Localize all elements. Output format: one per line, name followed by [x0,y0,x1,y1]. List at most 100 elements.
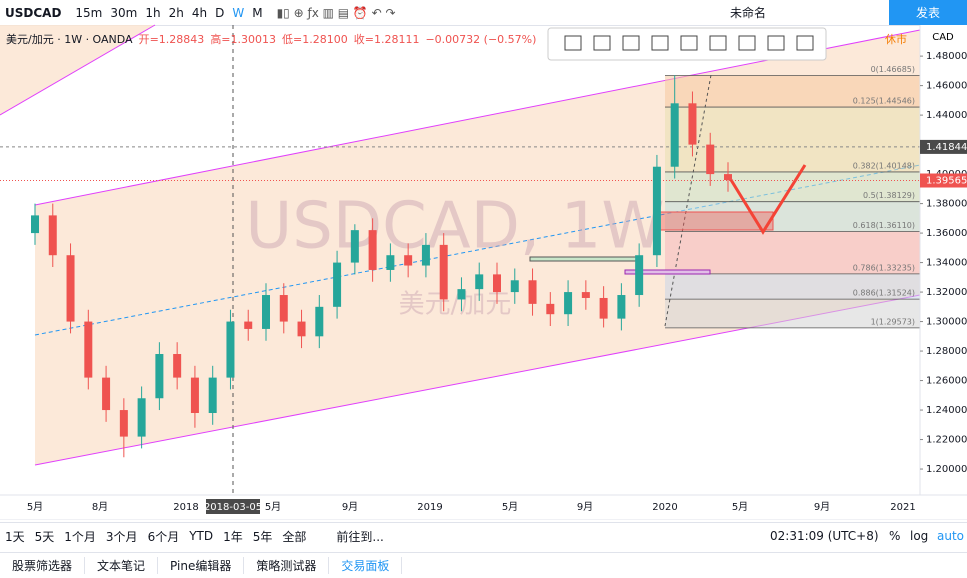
range-button[interactable]: 6个月 [147,529,180,544]
candle-body [546,303,555,315]
fib-label: 0.125(1.44546) [853,97,915,106]
candle-body [706,144,715,175]
candle-body [528,280,537,304]
candle-body [244,321,253,329]
y-tick-label: 1.24000 [926,405,967,416]
goto-date[interactable]: 前往到... [336,529,384,544]
fib-label: 0.618(1.36110) [853,221,915,230]
legend-item: 开=1.28843 [139,33,205,46]
candle-body [48,215,57,256]
candle-body [670,103,679,167]
tab[interactable]: 文本笔记 [85,557,159,574]
range-button[interactable]: 5天 [34,529,55,544]
crosshair-date-label: 2018-03-05 [204,502,262,513]
tab[interactable]: Pine编辑器 [158,557,245,574]
range-button[interactable]: YTD [189,529,214,543]
candle-body [599,297,608,319]
bottom-tabs: 股票筛选器 文本笔记 Pine编辑器 策略测试器 交易面板 [0,552,967,578]
y-tick-label: 1.20000 [926,464,967,475]
legend-item: 美元/加元 · 1W · OANDA [6,33,133,46]
date-box [206,499,260,514]
range-button[interactable]: 1天 [5,529,25,544]
candle-body [333,262,342,307]
y-tick-label: 1.22000 [926,435,967,446]
tab[interactable]: 策略测试器 [244,557,330,574]
range-button[interactable]: 全部 [282,529,307,544]
candle-body [457,289,466,300]
zone [624,269,711,275]
interval[interactable]: 15m [75,5,103,20]
interval[interactable]: 2h [168,5,184,20]
x-tick-label: 2019 [417,502,442,513]
arrow [726,164,807,235]
fib-band [665,201,920,232]
candle-body [84,321,93,378]
y-tick-label: 1.30000 [926,317,967,328]
y-tick-label: 1.36000 [926,228,967,239]
channel-line [0,24,156,116]
candle-body [368,230,377,270]
crosshair-price-label: 1.41844 [926,142,967,153]
log-toggle[interactable]: log [910,529,929,543]
price-axis [920,25,967,495]
y-tick-label: 1.28000 [926,346,967,357]
fib-label: 1(1.29573) [871,317,915,326]
tab[interactable]: 交易面板 [329,557,403,574]
range-button[interactable]: 1年 [223,529,243,544]
legend-item: 收=1.28111 [354,32,420,46]
legend-item: 低=1.28100 [282,33,348,46]
tab[interactable]: 股票筛选器 [0,557,86,574]
interval[interactable]: W [232,5,245,20]
layout-name[interactable]: 未命名 [730,6,767,20]
drawing-tool-icon[interactable] [564,35,582,51]
range-button[interactable]: 5年 [252,529,273,544]
interval[interactable]: M [252,5,263,20]
fib-trend [664,74,712,327]
candle-body [439,244,448,300]
currency: CAD [932,32,954,43]
top-toolbar: USDCAD 15m 30m 1h 2h 4h D W M ▮▯ ⊕ ƒx ▥ ▤ ⏰ ↶ ↷… [0,0,967,26]
candle-body [66,255,75,322]
fib-label: 0.786(1.33235) [853,263,915,272]
candle-body [421,244,430,266]
price-box [920,173,967,188]
symbol[interactable]: USDCAD [5,5,62,20]
candle-body [279,295,288,322]
drawing-tool-icon[interactable] [622,35,640,51]
auto-toggle[interactable]: auto [937,529,965,543]
fib-band [665,299,920,328]
interval[interactable]: D [215,5,225,20]
y-tick-label: 1.46000 [926,81,967,92]
interval[interactable]: 4h [191,5,208,20]
candle-body [208,377,217,414]
candle-body [297,321,306,337]
x-tick-label: 9月 [342,501,358,513]
range-button[interactable]: 1个月 [64,529,96,544]
percent-toggle[interactable]: % [889,529,901,543]
range-button[interactable]: 3个月 [105,529,138,544]
drawing-tool-icon[interactable] [680,35,698,51]
y-tick-label: 1.38000 [926,199,967,210]
watermark-sub: 美元/加元 [399,290,512,320]
drawing-tool-icon[interactable] [709,35,727,51]
candle-body [510,280,519,293]
drawing-tool-icon[interactable] [738,35,756,51]
y-tick-label: 1.26000 [926,376,967,387]
publish-button[interactable]: 发表 [889,0,967,25]
drawing-tool-icon[interactable] [593,35,611,51]
legend-item: −0.00732 (−0.57%) [425,33,536,46]
market-status: 休市 [885,32,907,46]
candle-body [652,166,661,256]
candle-body [137,398,146,437]
range-bar: 1天 5天 1个月 3个月 6个月 YTD 1年 5年 全部 前往到... 02:31:09 (UT… [0,522,967,549]
x-tick-label: 5月 [265,501,281,513]
watermark: USDCAD, 1W [245,190,664,264]
drawing-tool-icon[interactable] [651,35,669,51]
fib-label: 0.5(1.38129) [863,191,915,200]
x-tick-label: 9月 [577,501,593,513]
drawing-tool-icon[interactable] [767,35,785,51]
interval[interactable]: 1h [145,5,161,20]
candle-body [350,230,359,263]
drawing-tool-icon[interactable] [796,35,814,51]
interval[interactable]: 30m [110,5,138,20]
